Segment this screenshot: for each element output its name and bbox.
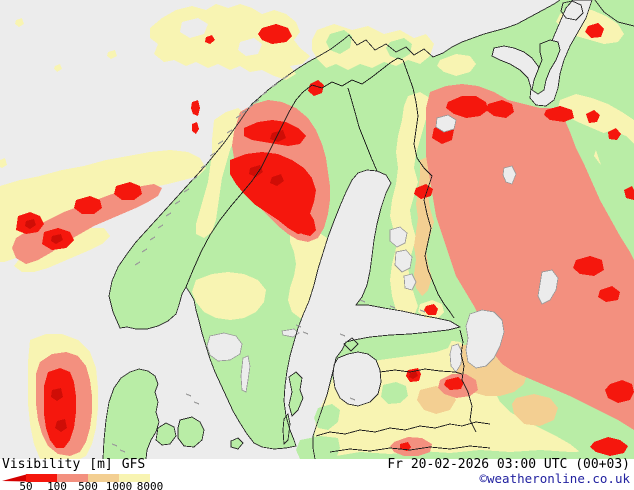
scale-tick-label: 100 [47,480,67,490]
land-denmark [103,369,159,459]
border-sweden-finland [347,87,378,172]
kola-hook-peninsula [531,39,561,95]
color-scale-bar [26,474,150,482]
lake-vattern [240,355,251,393]
visibility-layer-dark-red [25,130,418,432]
visibility-map-image [0,0,634,459]
sea-overlays [298,0,593,407]
gulf-of-riga [332,351,382,407]
lake-peipus [449,343,463,373]
left-arrow-shape [2,474,26,482]
border-norway-finland [302,57,404,93]
copyright-link[interactable]: ©weatheronline.co.uk [479,471,630,486]
country-borders [185,57,491,453]
finnish-lakes [389,226,417,291]
lake-inari [435,114,457,133]
lake-onega [537,269,559,305]
skerries-and-fjords [111,75,426,453]
border-norway-sweden [185,91,304,288]
lake-imandra [502,165,517,185]
island-zealand [178,417,204,447]
lake-ladoga [465,309,505,369]
product-name: Visibility [2,457,81,472]
lakes [206,114,559,393]
product-unit: [m] [89,457,113,472]
border-latvia-russia [461,379,477,433]
lake-vanern [206,332,243,362]
island-saaremaa [344,338,358,351]
island-gotland [289,372,303,416]
scale-segment [57,474,88,482]
scale-tick-label: 8000 [136,480,164,490]
gulf-of-bothnia [298,170,391,328]
coastlines [102,0,634,459]
color-scale-ticks: 50 100 500 1000 8000 [0,480,200,490]
model-name: GFS [121,457,146,472]
scale-segment [88,474,119,482]
scale-segment [26,474,57,482]
border-lithuania-belarus [329,445,491,453]
border-latvia-lithuania [315,421,491,437]
legend-footer: Visibility [m] GFS 50 100 500 1000 8000 Fr 20-… [0,457,634,490]
scale-segment [119,474,150,482]
forecast-datetime: Fr 20-02-2026 03:00 UTC (00+03) [387,457,630,472]
scale-tick-label: 500 [78,480,98,490]
scale-tick-label: 50 [19,480,33,490]
scale-tick-label: 1000 [105,480,133,490]
border-estonia-russia [459,329,465,381]
land-ne-corner [595,0,634,26]
legend-title: Visibility [m] GFS [2,457,154,472]
scale-arrow-icon [2,474,26,482]
gulf-of-finland [344,305,460,342]
border-finland-russia [402,59,455,319]
island-funen [156,423,176,445]
border-estonia-latvia [379,368,463,375]
